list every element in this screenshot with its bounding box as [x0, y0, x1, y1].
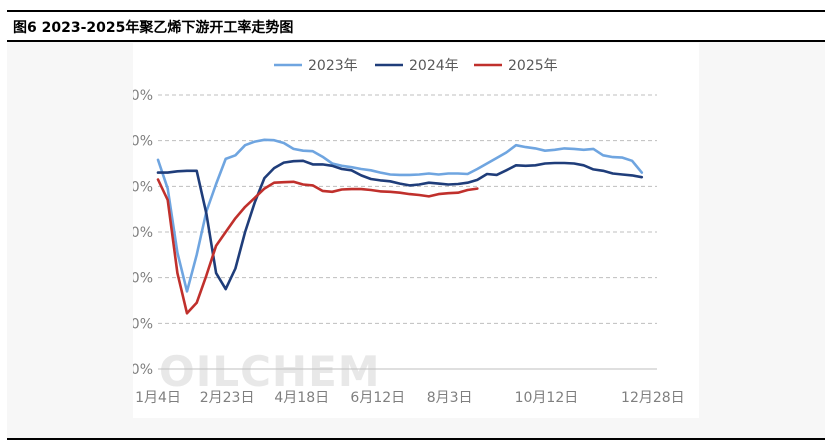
- line-chart: OILCHEM 0% 10% 20% 30% 40% 50% 60% 1月4日 2月23日 4月1…: [133, 58, 685, 406]
- x-tick-label: 1月4日: [135, 390, 181, 406]
- legend-label-1: 2023年: [308, 58, 358, 74]
- chart-area: OILCHEM 0% 10% 20% 30% 40% 50% 60% 1月4日 2月23日 4月1…: [133, 43, 699, 418]
- top-rule: [7, 10, 825, 12]
- legend-label-2: 2024年: [409, 58, 459, 74]
- x-tick-label: 4月18日: [274, 390, 329, 406]
- x-tick-label: 8月3日: [427, 390, 473, 406]
- y-tick-label: 40%: [133, 179, 153, 195]
- y-tick-label: 0%: [133, 362, 153, 378]
- series-layer: [156, 138, 644, 315]
- y-tick-label: 60%: [133, 88, 153, 104]
- series-line-1: [156, 138, 644, 293]
- series-line-3: [156, 178, 479, 315]
- title-rule: [7, 40, 825, 42]
- x-tick-label: 10月12日: [515, 390, 579, 406]
- y-tick-label: 30%: [133, 225, 153, 241]
- grid-layer: [158, 94, 657, 324]
- watermark-layer: OILCHEM: [159, 347, 381, 396]
- legend-label-3: 2025年: [508, 58, 558, 74]
- oilchem-watermark: OILCHEM: [159, 347, 381, 396]
- y-tick-label: 50%: [133, 134, 153, 150]
- x-tick-label: 6月12日: [350, 390, 405, 406]
- axis-layer: 0% 10% 20% 30% 40% 50% 60% 1月4日 2月23日 4月18日 6月12日 8…: [133, 88, 685, 406]
- figure-title: 图6 2023-2025年聚乙烯下游开工率走势图: [13, 20, 294, 36]
- legend: 2023年 2024年 2025年: [274, 58, 558, 74]
- y-tick-label: 20%: [133, 271, 153, 287]
- y-tick-label: 10%: [133, 316, 153, 332]
- series-line-2: [156, 159, 644, 291]
- bottom-rule: [7, 438, 825, 440]
- x-tick-label: 12月28日: [621, 390, 685, 406]
- x-tick-label: 2月23日: [200, 390, 255, 406]
